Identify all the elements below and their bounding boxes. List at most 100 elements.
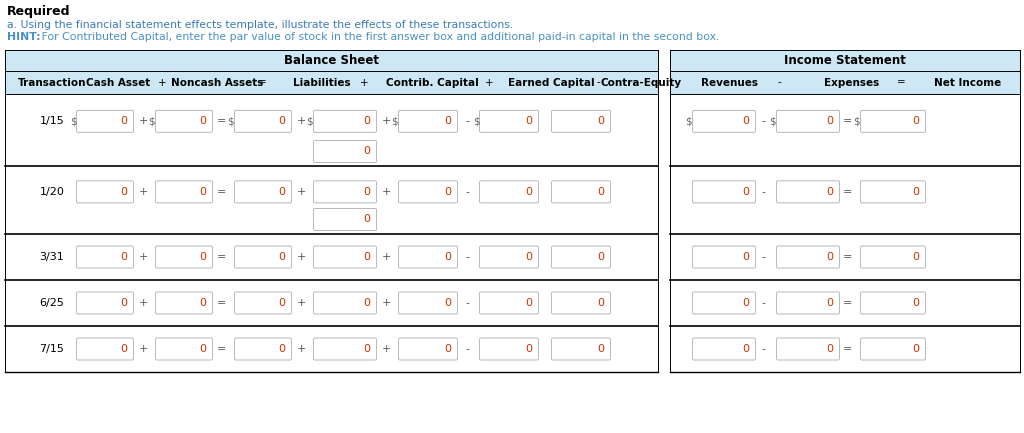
FancyBboxPatch shape — [77, 110, 133, 132]
FancyBboxPatch shape — [156, 181, 213, 203]
FancyBboxPatch shape — [479, 246, 539, 268]
Text: =: = — [843, 344, 852, 354]
Text: 0: 0 — [199, 344, 206, 354]
Text: =: = — [217, 116, 226, 126]
Text: -: - — [761, 252, 765, 262]
FancyBboxPatch shape — [77, 338, 133, 360]
Text: =: = — [217, 252, 226, 262]
Text: 0: 0 — [826, 252, 833, 262]
FancyBboxPatch shape — [313, 110, 377, 132]
FancyBboxPatch shape — [77, 292, 133, 314]
FancyBboxPatch shape — [398, 292, 458, 314]
FancyBboxPatch shape — [860, 246, 926, 268]
Text: 0: 0 — [742, 116, 749, 126]
Text: 0: 0 — [444, 344, 451, 354]
Text: Contra-Equity: Contra-Equity — [600, 78, 682, 87]
Bar — [5, 71, 658, 94]
Text: -: - — [761, 116, 765, 126]
Text: 0: 0 — [826, 116, 833, 126]
Text: 0: 0 — [362, 344, 370, 354]
Text: =: = — [843, 252, 852, 262]
Text: +: + — [296, 116, 306, 126]
Text: HINT:: HINT: — [7, 32, 41, 42]
Text: 0: 0 — [912, 187, 919, 197]
Text: 0: 0 — [199, 252, 206, 262]
Text: =: = — [843, 187, 852, 197]
Bar — [670, 71, 1020, 94]
Text: $: $ — [473, 116, 479, 126]
Text: 0: 0 — [597, 344, 604, 354]
Text: +: + — [381, 298, 391, 308]
FancyBboxPatch shape — [77, 181, 133, 203]
Text: 3/31: 3/31 — [40, 252, 65, 262]
Text: +: + — [138, 344, 147, 354]
Text: 0: 0 — [826, 187, 833, 197]
Text: 0: 0 — [525, 252, 532, 262]
Text: +: + — [138, 298, 147, 308]
FancyBboxPatch shape — [776, 110, 840, 132]
Text: $: $ — [685, 116, 691, 126]
FancyBboxPatch shape — [234, 246, 292, 268]
Text: =: = — [843, 116, 852, 126]
FancyBboxPatch shape — [776, 181, 840, 203]
FancyBboxPatch shape — [77, 246, 133, 268]
Text: Balance Sheet: Balance Sheet — [284, 54, 379, 67]
Text: -: - — [761, 187, 765, 197]
Text: -: - — [465, 252, 469, 262]
Text: 0: 0 — [120, 252, 127, 262]
Text: Earned Capital: Earned Capital — [508, 78, 594, 87]
FancyBboxPatch shape — [552, 292, 610, 314]
FancyBboxPatch shape — [313, 246, 377, 268]
Text: Transaction: Transaction — [17, 78, 86, 87]
Text: 0: 0 — [362, 298, 370, 308]
FancyBboxPatch shape — [776, 338, 840, 360]
Text: $: $ — [226, 116, 233, 126]
FancyBboxPatch shape — [398, 338, 458, 360]
FancyBboxPatch shape — [313, 292, 377, 314]
Text: 0: 0 — [120, 298, 127, 308]
Text: 0: 0 — [742, 187, 749, 197]
Text: =: = — [843, 298, 852, 308]
FancyBboxPatch shape — [156, 246, 213, 268]
FancyBboxPatch shape — [234, 292, 292, 314]
Text: 0: 0 — [742, 252, 749, 262]
Text: 0: 0 — [597, 252, 604, 262]
FancyBboxPatch shape — [860, 110, 926, 132]
Text: 0: 0 — [826, 298, 833, 308]
Text: 0: 0 — [525, 116, 532, 126]
FancyBboxPatch shape — [776, 246, 840, 268]
Text: +: + — [381, 344, 391, 354]
Text: 0: 0 — [597, 187, 604, 197]
FancyBboxPatch shape — [692, 181, 756, 203]
FancyBboxPatch shape — [234, 110, 292, 132]
FancyBboxPatch shape — [313, 338, 377, 360]
Text: Expenses: Expenses — [824, 78, 880, 87]
Text: =: = — [217, 298, 226, 308]
Text: 1/15: 1/15 — [40, 116, 65, 126]
Text: 0: 0 — [444, 116, 451, 126]
Text: $: $ — [391, 116, 397, 126]
Text: -: - — [465, 344, 469, 354]
FancyBboxPatch shape — [398, 181, 458, 203]
Text: 0: 0 — [525, 344, 532, 354]
FancyBboxPatch shape — [776, 292, 840, 314]
Text: Required: Required — [7, 6, 71, 19]
Text: 0: 0 — [278, 298, 285, 308]
Text: 0: 0 — [278, 252, 285, 262]
Text: a. Using the financial statement effects template, illustrate the effects of the: a. Using the financial statement effects… — [7, 20, 513, 30]
FancyBboxPatch shape — [398, 110, 458, 132]
FancyBboxPatch shape — [479, 181, 539, 203]
Text: -: - — [465, 187, 469, 197]
Text: +: + — [484, 78, 494, 87]
Text: 0: 0 — [912, 116, 919, 126]
Text: 0: 0 — [912, 298, 919, 308]
Text: 0: 0 — [597, 116, 604, 126]
FancyBboxPatch shape — [313, 140, 377, 162]
Text: +: + — [381, 116, 391, 126]
FancyBboxPatch shape — [156, 292, 213, 314]
Text: For Contributed Capital, enter the par value of stock in the first answer box an: For Contributed Capital, enter the par v… — [38, 32, 720, 42]
FancyBboxPatch shape — [692, 338, 756, 360]
Text: 0: 0 — [362, 214, 370, 224]
Text: 0: 0 — [597, 298, 604, 308]
Text: +: + — [296, 187, 306, 197]
